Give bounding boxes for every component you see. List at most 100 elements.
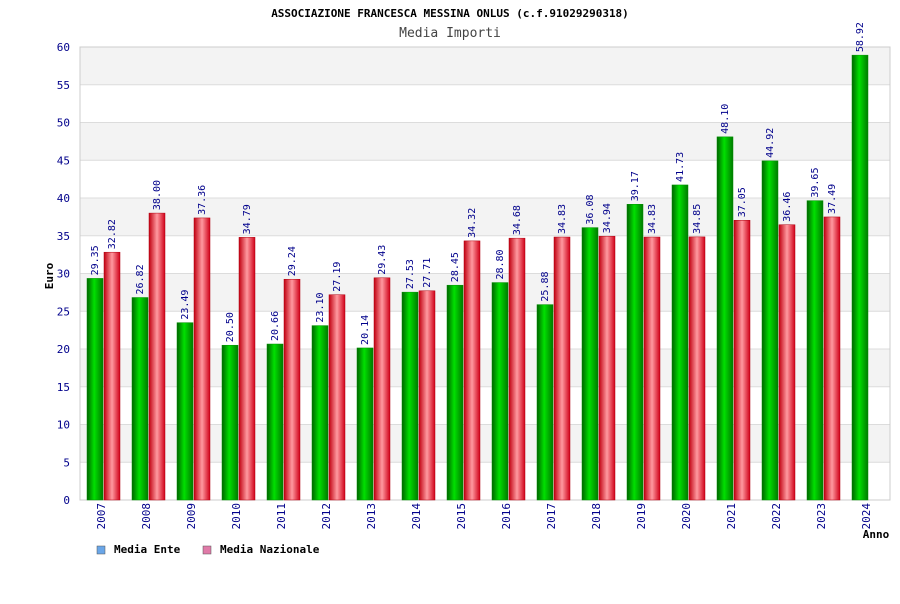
y-axis-title: Euro bbox=[43, 262, 56, 289]
bar-media-nazionale-2017 bbox=[553, 236, 571, 501]
data-label: 37.05 bbox=[737, 187, 748, 217]
value-labels: 29.35 32.82 26.82 38.00 23.49 37.36 20.50 34.79… bbox=[90, 22, 866, 345]
grid-bands bbox=[80, 47, 890, 500]
data-label: 23.49 bbox=[180, 290, 191, 320]
grid-band bbox=[80, 84, 890, 123]
data-label: 29.43 bbox=[377, 245, 388, 275]
bar-media-nazionale-2011 bbox=[283, 278, 301, 501]
chart-title: ASSOCIAZIONE FRANCESCA MESSINA ONLUS (c.… bbox=[271, 7, 629, 20]
bar-media-nazionale-2020 bbox=[688, 236, 706, 501]
legend-swatch-media-nazionale bbox=[202, 545, 212, 555]
data-label: 25.88 bbox=[540, 271, 551, 301]
grid-band bbox=[80, 386, 890, 425]
x-tick-label: 2020 bbox=[680, 503, 693, 530]
y-tick-labels: 0 5 10 15 20 25 30 35 40 45 50 55 60 bbox=[57, 41, 70, 507]
bar-media-ente-2012 bbox=[311, 325, 329, 501]
grid-band bbox=[80, 462, 890, 500]
legend-swatch-media-ente bbox=[96, 545, 106, 555]
data-label: 20.66 bbox=[270, 311, 281, 341]
bar-media-nazionale-2014 bbox=[418, 290, 436, 501]
x-tick-label: 2009 bbox=[185, 503, 198, 530]
legend-label-media-ente: Media Ente bbox=[114, 543, 181, 556]
x-tick-label: 2014 bbox=[410, 503, 423, 530]
data-label: 37.49 bbox=[827, 184, 838, 214]
data-label: 26.82 bbox=[135, 264, 146, 294]
data-label: 41.73 bbox=[675, 152, 686, 182]
bars-group bbox=[86, 54, 869, 501]
x-axis-title: Anno bbox=[863, 528, 890, 541]
x-tick-label: 2012 bbox=[320, 503, 333, 530]
grid-band bbox=[80, 273, 890, 312]
data-label: 34.79 bbox=[242, 204, 253, 234]
data-label: 44.92 bbox=[765, 128, 776, 158]
x-tick-label: 2007 bbox=[95, 503, 108, 530]
y-tick-label: 0 bbox=[63, 494, 70, 507]
bar-media-nazionale-2022 bbox=[778, 224, 796, 501]
data-label: 34.85 bbox=[692, 204, 703, 234]
bar-media-ente-2021 bbox=[716, 136, 734, 501]
x-tick-label: 2010 bbox=[230, 503, 243, 530]
data-label: 34.94 bbox=[602, 203, 613, 233]
data-label: 27.53 bbox=[405, 259, 416, 289]
bar-media-ente-2010 bbox=[221, 344, 239, 501]
x-tick-label: 2008 bbox=[140, 503, 153, 530]
data-label: 29.24 bbox=[287, 246, 298, 276]
x-tick-label: 2013 bbox=[365, 503, 378, 530]
y-tick-label: 60 bbox=[57, 41, 70, 54]
grid-band bbox=[80, 349, 890, 387]
data-label: 39.17 bbox=[630, 171, 641, 201]
y-tick-label: 40 bbox=[57, 192, 70, 205]
bar-media-nazionale-2021 bbox=[733, 220, 751, 501]
bar-media-nazionale-2008 bbox=[148, 212, 166, 501]
data-label: 32.82 bbox=[107, 219, 118, 249]
grid-band bbox=[80, 311, 890, 349]
bar-media-nazionale-2023 bbox=[823, 216, 841, 501]
grid-lines bbox=[79, 46, 891, 501]
bar-media-ente-2020 bbox=[671, 184, 689, 501]
grid-band bbox=[80, 198, 890, 236]
grid-band bbox=[80, 424, 890, 463]
bar-media-nazionale-2015 bbox=[463, 240, 481, 501]
bar-media-nazionale-2019 bbox=[643, 236, 661, 501]
legend: Media Ente Media Nazionale bbox=[96, 543, 320, 556]
data-label: 36.08 bbox=[585, 194, 596, 224]
data-label: 27.19 bbox=[332, 262, 343, 292]
x-tick-label: 2024 bbox=[860, 503, 873, 530]
chart-subtitle: Media Importi bbox=[399, 26, 501, 41]
bar-media-nazionale-2007 bbox=[103, 251, 121, 501]
bar-media-nazionale-2013 bbox=[373, 277, 391, 501]
bar-media-ente-2023 bbox=[806, 200, 824, 501]
y-tick-label: 45 bbox=[57, 154, 70, 167]
y-tick-label: 30 bbox=[57, 268, 70, 281]
bar-media-ente-2017 bbox=[536, 304, 554, 501]
bar-media-ente-2013 bbox=[356, 347, 374, 501]
data-label: 39.65 bbox=[810, 168, 821, 198]
bar-media-ente-2008 bbox=[131, 297, 149, 501]
bar-media-ente-2016 bbox=[491, 282, 509, 501]
x-tick-label: 2021 bbox=[725, 503, 738, 530]
data-label: 34.83 bbox=[557, 204, 568, 234]
y-tick-label: 55 bbox=[57, 79, 70, 92]
x-tick-label: 2018 bbox=[590, 503, 603, 530]
x-tick-label: 2015 bbox=[455, 503, 468, 530]
grid-band bbox=[80, 122, 890, 161]
y-tick-label: 25 bbox=[57, 305, 70, 318]
x-tick-label: 2017 bbox=[545, 503, 558, 530]
grid-band bbox=[80, 235, 890, 274]
y-tick-label: 15 bbox=[57, 381, 70, 394]
x-tick-label: 2011 bbox=[275, 503, 288, 530]
x-tick-label: 2016 bbox=[500, 503, 513, 530]
x-tick-label: 2022 bbox=[770, 503, 783, 530]
bar-media-ente-2024 bbox=[851, 54, 869, 501]
bar-media-ente-2015 bbox=[446, 284, 464, 501]
plot-frame bbox=[79, 46, 891, 501]
bar-media-nazionale-2009 bbox=[193, 217, 211, 501]
bar-media-ente-2018 bbox=[581, 227, 599, 501]
bar-media-ente-2022 bbox=[761, 160, 779, 501]
bar-media-ente-2014 bbox=[401, 291, 419, 501]
bar-media-nazionale-2012 bbox=[328, 294, 346, 501]
data-label: 23.10 bbox=[315, 292, 326, 322]
x-tick-label: 2019 bbox=[635, 503, 648, 530]
